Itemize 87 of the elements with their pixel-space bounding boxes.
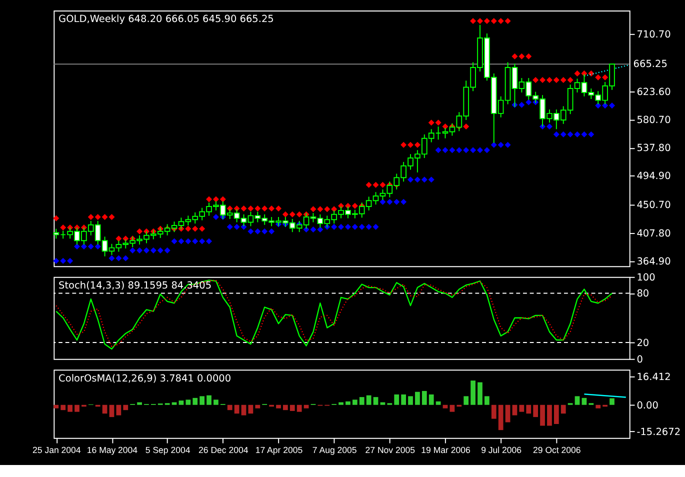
bar <box>560 404 566 414</box>
y-tick-label: 0.00 <box>636 400 658 412</box>
bar <box>109 404 114 418</box>
bar <box>248 404 254 414</box>
bar <box>442 404 448 408</box>
y-tick-label: 623.60 <box>636 86 671 98</box>
bar <box>192 398 198 405</box>
x-tick-label: 25 Jan 2004 <box>32 445 81 456</box>
bar <box>498 404 504 430</box>
bar <box>338 402 344 405</box>
y-tick-label: 80 <box>636 288 650 300</box>
bar <box>227 404 232 410</box>
bar <box>60 404 66 410</box>
bar <box>296 404 302 412</box>
bar <box>428 394 434 405</box>
bar <box>68 404 72 412</box>
bar <box>290 404 295 411</box>
y-tick-label: 407.80 <box>636 228 671 240</box>
bar <box>123 404 128 410</box>
bar <box>54 404 59 408</box>
bar <box>470 380 476 405</box>
x-tick-label: 27 Nov 2005 <box>365 445 416 456</box>
bar <box>505 404 510 422</box>
bar <box>102 404 108 414</box>
bar <box>415 392 420 405</box>
x-tick-label: 16 May 2004 <box>86 445 138 456</box>
bar <box>206 395 212 405</box>
x-tick-label: 7 Aug 2005 <box>312 445 357 456</box>
bar <box>547 404 552 426</box>
bar <box>422 390 427 405</box>
bar <box>464 396 469 405</box>
bar <box>533 404 538 418</box>
bar <box>484 396 490 405</box>
bar <box>574 396 580 405</box>
bar <box>596 404 601 408</box>
bar <box>582 398 587 405</box>
y-tick-label: 494.90 <box>636 171 671 182</box>
bar <box>491 404 496 419</box>
x-tick-label: 9 Jul 2006 <box>481 445 522 456</box>
y-tick-label: 710.70 <box>636 30 671 41</box>
bar <box>519 404 524 412</box>
bar <box>178 400 184 405</box>
bar <box>276 404 281 408</box>
bar <box>554 404 559 424</box>
bar <box>346 401 350 405</box>
y-tick-label: 16.412 <box>636 372 671 383</box>
y-tick-label: 580.70 <box>636 114 671 126</box>
y-tick-label: 450.70 <box>636 200 671 212</box>
bar <box>436 401 441 405</box>
bar <box>116 404 122 416</box>
ref-line-label: 665.25 <box>633 59 668 70</box>
bar <box>408 396 413 405</box>
bar <box>214 400 218 405</box>
bar <box>234 404 240 414</box>
bar <box>200 396 204 405</box>
bar <box>359 397 364 405</box>
bar <box>478 382 482 405</box>
bar <box>304 404 309 408</box>
y-tick-label: -15.2672 <box>636 426 681 438</box>
y-tick-label: 537.80 <box>636 143 671 154</box>
x-tick-label: 19 Mar 2006 <box>421 445 470 456</box>
x-tick-label: 29 Oct 2006 <box>533 445 581 456</box>
y-tick-label: 100 <box>636 272 656 284</box>
bar <box>283 404 288 410</box>
chart-title: GOLD,Weekly 648.20 666.05 645.90 665.25 <box>58 14 274 26</box>
x-tick-label: 26 Dec 2004 <box>198 445 248 456</box>
bar <box>401 394 406 405</box>
bar <box>137 402 142 405</box>
bar <box>540 404 545 426</box>
y-tick-label: 364.90 <box>636 256 671 268</box>
bar <box>373 397 378 405</box>
bar <box>526 404 532 414</box>
x-tick-label: 17 Apr 2005 <box>255 445 303 456</box>
bar <box>255 404 260 408</box>
bar <box>450 404 455 412</box>
bar <box>186 400 191 405</box>
chart-title: ColorOsMA(12,26,9) 3.7841 0.0000 <box>58 373 232 384</box>
x-tick-label: 5 Sep 2004 <box>145 445 190 456</box>
bar <box>366 395 372 405</box>
bar <box>394 394 400 405</box>
y-tick-label: 0 <box>636 354 643 366</box>
bar <box>74 404 80 412</box>
bar <box>610 398 614 405</box>
y-tick-label: 20 <box>636 338 650 349</box>
bar <box>512 404 518 416</box>
bar <box>352 400 358 405</box>
bar <box>241 404 246 416</box>
